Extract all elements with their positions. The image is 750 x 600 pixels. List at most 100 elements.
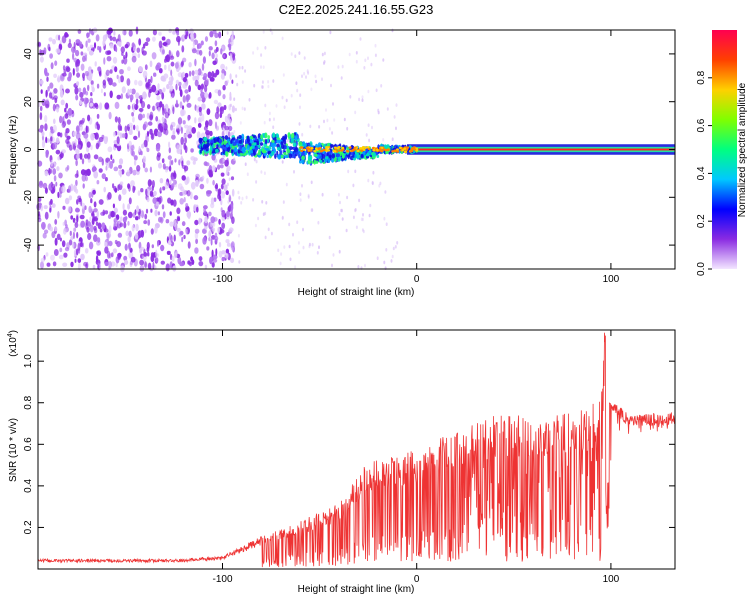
noise-cell <box>229 103 232 108</box>
noise-cell <box>122 203 125 211</box>
noise-cell <box>96 113 100 119</box>
track-cell <box>199 149 202 154</box>
noise-cell <box>230 257 235 263</box>
noise-cell <box>79 100 83 106</box>
noise-cell <box>197 43 202 49</box>
track-cell <box>209 150 212 156</box>
noise-cell <box>144 167 148 173</box>
noise-cell <box>208 169 213 176</box>
noise-cell <box>65 224 68 229</box>
noise-cell <box>383 260 386 265</box>
noise-cell <box>161 158 165 164</box>
noise-cell <box>54 97 58 104</box>
track-hot-cell <box>313 150 317 153</box>
spectrogram-x-label: Height of straight line (km) <box>298 287 415 298</box>
noise-cell <box>128 29 133 37</box>
noise-cell <box>226 31 229 35</box>
noise-cell <box>194 228 200 234</box>
noise-cell <box>181 175 186 181</box>
noise-cell <box>233 157 236 162</box>
noise-cell <box>88 70 92 79</box>
noise-cell <box>83 132 89 139</box>
noise-cell <box>194 117 197 124</box>
track-cell <box>272 132 276 138</box>
noise-cell <box>160 216 164 224</box>
noise-cell <box>311 208 314 212</box>
noise-cell <box>151 84 157 93</box>
noise-cell <box>147 219 151 226</box>
noise-cell <box>354 110 357 115</box>
track-cell <box>267 150 272 155</box>
spectrogram-y-label: Frequency (Hz) <box>8 116 19 185</box>
noise-cell <box>230 209 233 214</box>
noise-cell <box>355 225 358 230</box>
noise-cell <box>162 49 165 55</box>
noise-cell <box>132 185 136 193</box>
noise-cell <box>168 80 173 86</box>
noise-cell <box>50 136 53 142</box>
noise-cell <box>253 83 256 88</box>
noise-cell <box>186 160 191 166</box>
noise-cell <box>89 102 94 107</box>
noise-cell <box>136 47 141 53</box>
track-hot-cell <box>378 148 382 151</box>
noise-cell <box>170 176 175 182</box>
noise-cell <box>179 101 183 109</box>
noise-cell <box>80 220 86 228</box>
noise-cell <box>215 46 219 52</box>
noise-cell <box>155 145 161 152</box>
noise-cell <box>206 108 211 115</box>
track-hot-cell <box>320 149 324 152</box>
noise-cell <box>194 58 197 67</box>
noise-cell <box>51 203 56 208</box>
noise-cell <box>202 56 206 64</box>
noise-cell <box>90 80 94 85</box>
noise-cell <box>117 116 121 125</box>
colorbar-ticks: 0.0 0.2 0.4 0.6 0.8 <box>696 70 712 276</box>
noise-cell <box>176 35 181 43</box>
snr-series-line <box>37 332 676 568</box>
track-cell <box>336 153 341 158</box>
noise-cell <box>233 130 236 134</box>
noise-cell <box>162 211 166 219</box>
noise-cell <box>368 138 371 143</box>
noise-cell <box>74 139 77 146</box>
noise-cell <box>209 77 215 82</box>
noise-cell <box>44 170 49 177</box>
noise-cell <box>180 136 184 145</box>
track-cell <box>302 141 306 147</box>
noise-cell <box>75 39 81 44</box>
noise-cell <box>302 245 305 250</box>
noise-cell <box>316 251 319 255</box>
noise-cell <box>81 202 86 210</box>
track-hot-cell <box>396 150 400 153</box>
noise-cell <box>177 117 183 125</box>
track-hot-cell <box>401 149 405 152</box>
noise-cell <box>318 245 320 249</box>
noise-cell <box>241 65 244 70</box>
noise-cell <box>88 50 94 56</box>
spectrogram-y-ticks: -40 -20 0 20 40 <box>23 48 675 252</box>
noise-cell <box>159 101 163 108</box>
noise-cell <box>101 173 107 180</box>
noise-cell <box>195 238 199 244</box>
track-cell <box>277 154 282 160</box>
noise-cell <box>218 31 222 39</box>
noise-cell <box>76 199 79 205</box>
noise-cell <box>127 221 130 226</box>
noise-cell <box>175 83 178 91</box>
track-cell <box>327 158 331 163</box>
noise-cell <box>348 52 351 57</box>
noise-cell <box>102 39 106 47</box>
noise-cell <box>299 198 302 202</box>
noise-cell <box>328 235 331 240</box>
noise-cell <box>161 92 165 100</box>
noise-cell <box>126 78 131 86</box>
noise-cell <box>99 102 103 110</box>
noise-cell <box>212 258 218 263</box>
noise-cell <box>168 109 172 115</box>
noise-cell <box>53 88 58 94</box>
track-cell <box>262 139 266 143</box>
noise-cell <box>127 88 130 96</box>
noise-cell <box>140 229 145 238</box>
